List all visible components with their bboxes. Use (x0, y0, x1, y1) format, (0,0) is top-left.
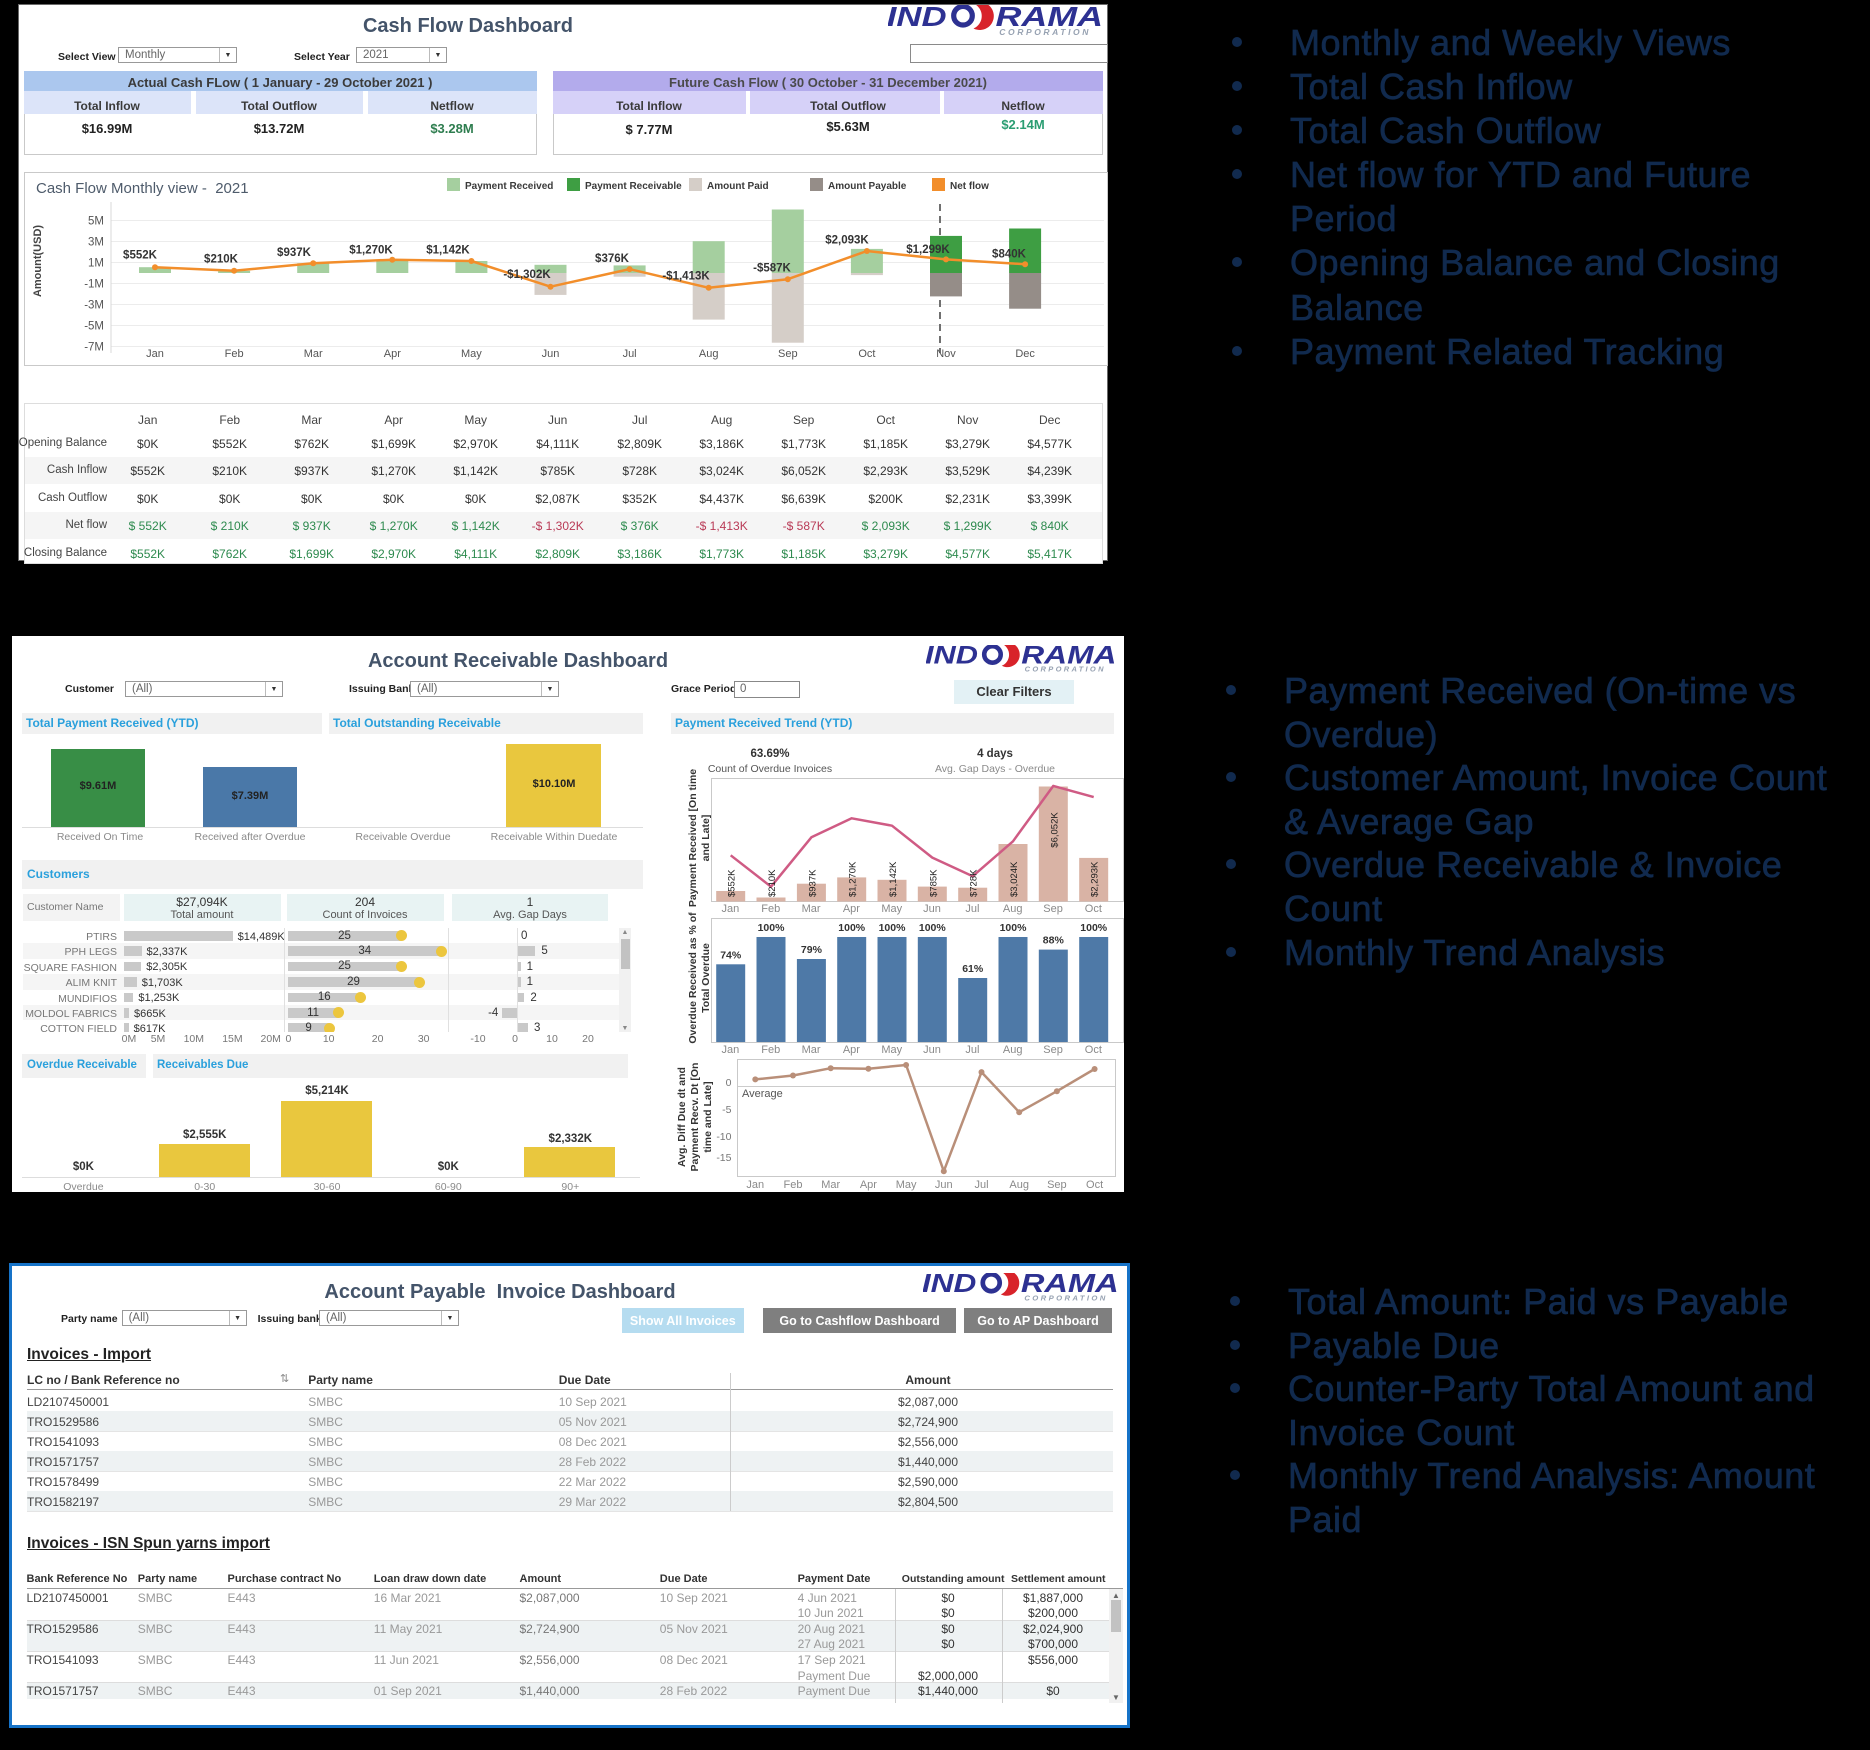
svg-text:RAMA: RAMA (1021, 1273, 1119, 1298)
svg-text:$552K: $552K (123, 250, 158, 262)
svg-text:IND: IND (923, 1273, 976, 1298)
svg-text:$937K: $937K (277, 247, 312, 259)
svg-text:Payment Received: Payment Received (465, 181, 553, 192)
svg-text:Apr: Apr (384, 348, 401, 360)
svg-text:$728K: $728K (968, 869, 979, 897)
svg-text:Jun: Jun (542, 348, 560, 360)
svg-text:61%: 61% (962, 963, 984, 975)
svg-text:Mar: Mar (304, 348, 323, 360)
svg-text:Aug: Aug (699, 348, 719, 360)
svg-text:Sep: Sep (778, 348, 798, 360)
svg-text:79%: 79% (801, 944, 823, 956)
svg-text:Jul: Jul (623, 348, 637, 360)
svg-text:Dec: Dec (1015, 348, 1035, 360)
svg-text:-$587K: -$587K (753, 263, 791, 275)
svg-text:Feb: Feb (225, 348, 244, 360)
svg-text:-5M: -5M (84, 321, 104, 333)
svg-text:$376K: $376K (595, 253, 630, 265)
svg-text:May: May (461, 348, 482, 360)
svg-text:$210K: $210K (767, 869, 778, 897)
svg-text:$1,299K: $1,299K (906, 244, 950, 256)
svg-text:CORPORATION: CORPORATION (999, 27, 1091, 37)
svg-text:100%: 100% (878, 922, 906, 934)
svg-text:CORPORATION: CORPORATION (1025, 664, 1106, 673)
svg-text:$2,093K: $2,093K (825, 235, 869, 247)
svg-text:IND: IND (926, 645, 978, 669)
svg-text:$1,270K: $1,270K (349, 244, 393, 256)
svg-text:100%: 100% (757, 922, 785, 934)
svg-text:$937K: $937K (807, 869, 818, 897)
svg-text:$552K: $552K (726, 869, 737, 897)
svg-text:100%: 100% (1080, 922, 1108, 934)
svg-text:5M: 5M (88, 216, 104, 228)
svg-text:Oct: Oct (858, 348, 875, 360)
svg-text:88%: 88% (1042, 935, 1064, 947)
svg-text:Average: Average (742, 1088, 783, 1100)
svg-text:100%: 100% (999, 922, 1027, 934)
svg-text:3M: 3M (88, 237, 104, 249)
svg-text:$785K: $785K (928, 869, 939, 897)
svg-text:-1M: -1M (84, 279, 104, 291)
svg-text:-3M: -3M (84, 300, 104, 312)
svg-text:$6,052K: $6,052K (1049, 812, 1060, 848)
svg-text:$210K: $210K (204, 254, 239, 266)
svg-text:$1,270K: $1,270K (847, 861, 858, 897)
svg-text:Jan: Jan (146, 348, 164, 360)
svg-text:$2,293K: $2,293K (1089, 861, 1100, 897)
svg-text:-7M: -7M (84, 342, 104, 354)
svg-text:Amount(USD): Amount(USD) (32, 225, 44, 297)
svg-text:$1,142K: $1,142K (888, 861, 899, 897)
svg-text:Nov: Nov (936, 348, 956, 360)
svg-text:-$1,413K: -$1,413K (662, 271, 710, 283)
svg-text:$1,142K: $1,142K (426, 245, 470, 257)
svg-text:$840K: $840K (992, 249, 1027, 261)
svg-text:-$1,302K: -$1,302K (503, 269, 551, 281)
svg-text:Amount Payable: Amount Payable (828, 181, 907, 192)
svg-text:100%: 100% (919, 922, 947, 934)
svg-text:$3,024K: $3,024K (1009, 861, 1020, 897)
svg-text:100%: 100% (838, 922, 866, 934)
svg-text:Amount Paid: Amount Paid (707, 181, 769, 192)
svg-text:RAMA: RAMA (1021, 645, 1116, 670)
svg-text:74%: 74% (720, 949, 742, 961)
svg-text:CORPORATION: CORPORATION (1024, 1293, 1107, 1302)
svg-text:RAMA: RAMA (996, 5, 1103, 32)
svg-text:1M: 1M (88, 258, 104, 270)
svg-text:Payment Receivable: Payment Receivable (585, 181, 682, 192)
svg-text:Cash Flow Monthly view - 2021: Cash Flow Monthly view - 2021 (36, 180, 249, 197)
svg-text:IND: IND (888, 5, 947, 32)
svg-text:Net flow: Net flow (950, 181, 989, 192)
